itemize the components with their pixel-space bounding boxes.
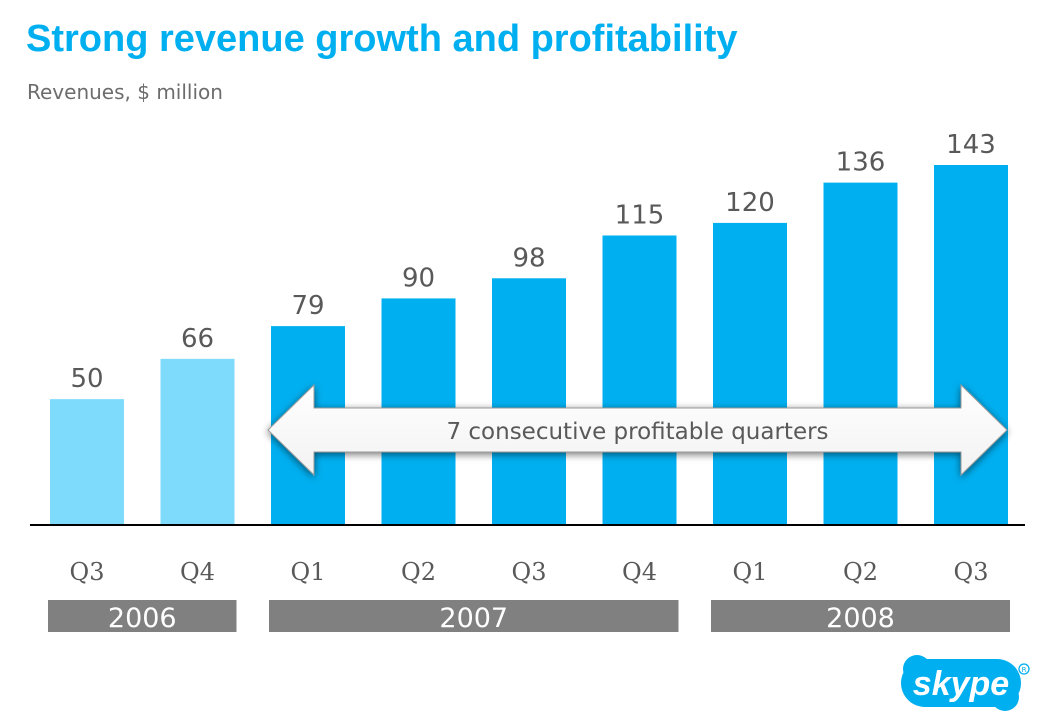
category-label: Q4 [180,558,215,586]
value-label: 115 [615,200,665,230]
skype-logo: skype R [901,655,1030,711]
category-label: Q3 [70,558,105,586]
profitable-quarters-arrow [267,383,1008,477]
value-label: 98 [512,243,545,273]
category-label: Q3 [512,558,547,586]
category-label: Q1 [291,558,326,586]
value-label: 136 [836,148,886,178]
svg-text:skype: skype [913,665,1009,703]
value-label: 66 [181,324,214,354]
year-band-2008 [711,600,1010,632]
year-label: 2007 [439,603,508,634]
value-label: 120 [725,188,775,218]
category-label: Q4 [622,558,657,586]
bar-2007-q4 [602,235,677,526]
annotation-text: 7 consecutive profitable quarters [446,419,828,445]
value-label: 79 [291,291,324,321]
bar-2006-q4 [160,358,235,525]
value-label: 90 [402,263,435,293]
chart-subtitle: Revenues, $ million [27,80,223,104]
svg-text:R: R [1022,666,1027,674]
year-band-2006 [48,600,237,632]
category-label: Q3 [954,558,989,586]
category-label: Q1 [733,558,768,586]
bar-2008-q2 [823,182,898,525]
bar-2006-q3 [50,399,124,525]
category-label: Q2 [401,558,436,586]
year-band-2007 [269,600,679,632]
bar-2008-q1 [713,222,787,525]
chart-title: Strong revenue growth and profitability [26,18,738,60]
year-label: 2006 [108,603,177,634]
value-label: 143 [946,130,996,160]
bar-2007-q3 [492,278,566,525]
bar-2008-q3 [934,165,1008,525]
year-label: 2008 [826,603,895,634]
category-label: Q2 [843,558,878,586]
value-label: 50 [70,364,103,394]
